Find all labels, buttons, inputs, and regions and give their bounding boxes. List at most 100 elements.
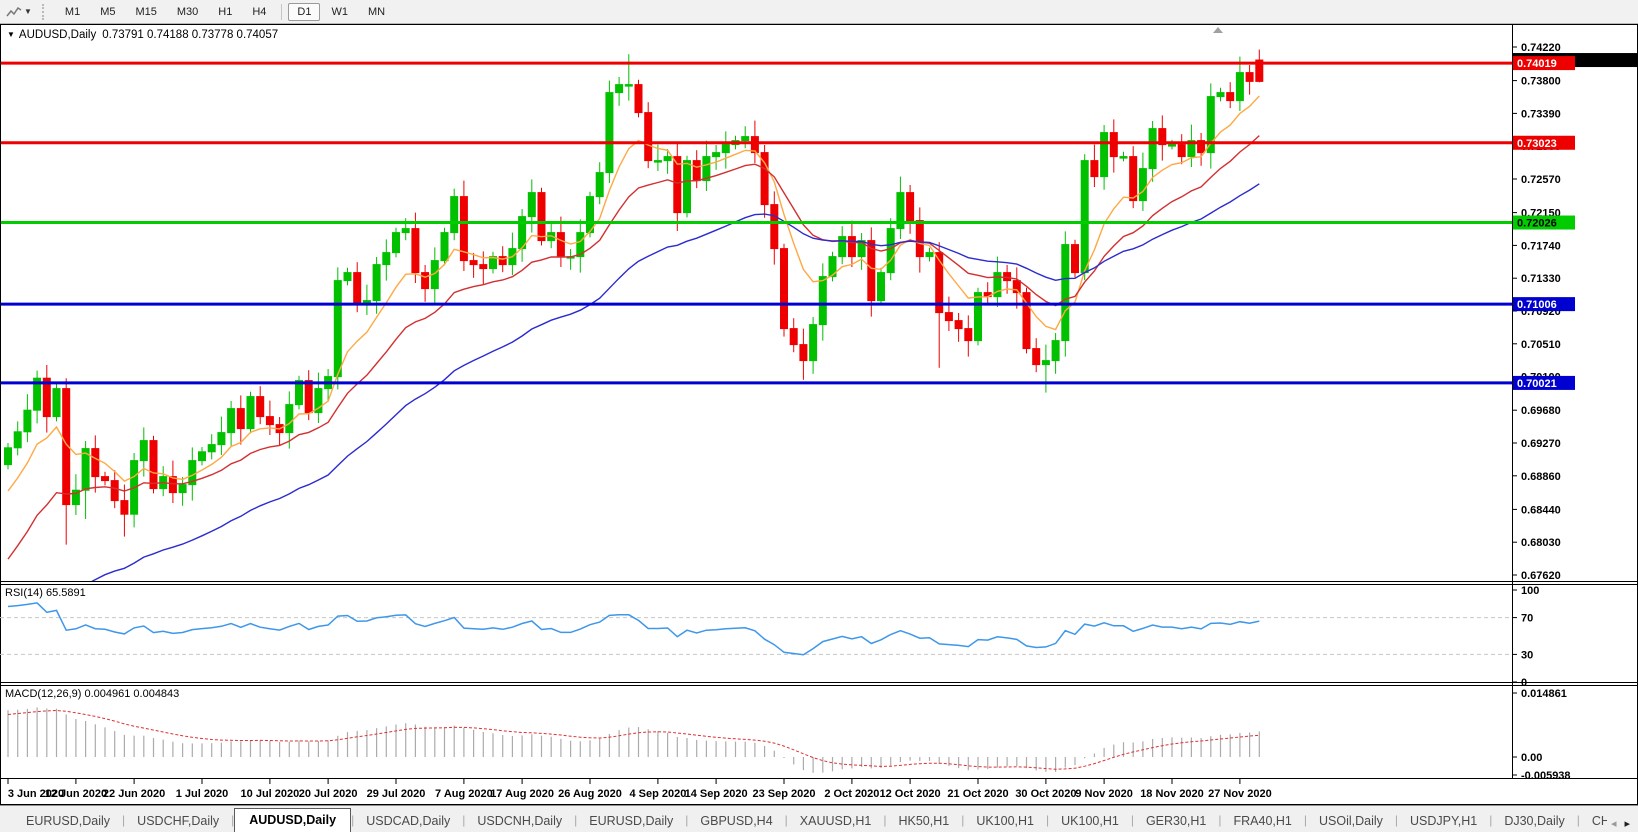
chart-menu-icon[interactable]: ▼	[7, 30, 15, 39]
candle-body	[1080, 160, 1089, 274]
candle-body	[1129, 156, 1138, 202]
tab-separator: |	[462, 812, 466, 827]
tab-separator: |	[231, 812, 235, 827]
price-tick-label: 0.73800	[1521, 76, 1561, 88]
tab-USDJPY-H1[interactable]: USDJPY,H1	[1410, 814, 1478, 828]
timeframe-button-M15[interactable]: M15	[126, 3, 165, 21]
tab-USDCHF-Daily[interactable]: USDCHF,Daily	[137, 814, 220, 828]
candle-body	[944, 312, 953, 322]
tab-XAUUSD-H1[interactable]: XAUUSD,H1	[799, 814, 872, 828]
timeframe-button-H1[interactable]: H1	[209, 3, 241, 21]
candle-body	[741, 136, 750, 142]
top-toolbar: ▼ M1 M5 M15 M30 H1 H4 D1 W1 MN	[0, 0, 1638, 24]
date-tick-label: 1 Jul 2020	[176, 788, 229, 800]
candle-body	[789, 328, 798, 346]
candle-body	[886, 228, 895, 274]
candle-body	[692, 160, 701, 182]
candle-body	[760, 152, 769, 206]
date-tick-label: 7 Aug 2020	[435, 788, 493, 800]
chart-shift-marker[interactable]	[1213, 27, 1223, 33]
macd-pane: 0.014861 0.00 -0.005938	[7, 688, 1571, 782]
candle-body	[1245, 72, 1254, 82]
tab-GER30-H1[interactable]: GER30,H1	[1145, 814, 1207, 828]
rsi-tick-label: 70	[1521, 613, 1533, 625]
timeframe-button-W1[interactable]: W1	[322, 3, 357, 21]
candle-body	[1168, 144, 1176, 147]
timeframe-toolbar: M1 M5 M15 M30 H1 H4 D1 W1 MN	[55, 0, 395, 23]
price-tick-label: 0.68440	[1521, 504, 1561, 516]
candle-body	[489, 256, 497, 270]
candle-body	[867, 240, 876, 302]
tab-USDCAD-Daily[interactable]: USDCAD,Daily	[366, 814, 451, 828]
hline-badge-label: 0.71006	[1517, 299, 1557, 311]
candle-body	[1148, 128, 1157, 170]
timeframe-button-M1[interactable]: M1	[56, 3, 89, 21]
chevron-down-icon[interactable]: ▼	[24, 6, 32, 16]
candle-body	[935, 252, 944, 314]
date-tick-label: 21 Oct 2020	[947, 788, 1008, 800]
tabs-scroll-left-icon[interactable]: ◂	[1610, 818, 1617, 830]
candle-body	[13, 431, 22, 449]
candle-body	[91, 448, 100, 478]
timeframe-button-M30[interactable]: M30	[168, 3, 207, 21]
tab-GBPUSD-H4[interactable]: GBPUSD,H4	[700, 814, 773, 828]
timeframe-button-MN[interactable]: MN	[359, 3, 394, 21]
candle-body	[799, 344, 808, 362]
macd-label: MACD(12,26,9) 0.004961 0.004843	[5, 688, 180, 700]
chart-tabs-bar: EURUSD,Daily | USDCHF,Daily | AUDUSD,Daily | U…	[0, 805, 1638, 832]
tab-DJ30-Daily[interactable]: DJ30,Daily	[1504, 814, 1565, 828]
tab-UK100-H1[interactable]: UK100,H1	[976, 814, 1034, 828]
tab-separator: |	[883, 812, 887, 827]
candle-body	[1051, 340, 1060, 362]
candle-body	[1206, 96, 1215, 154]
tab-USDCNH-Daily[interactable]: USDCNH,Daily	[477, 814, 563, 828]
candle-body	[1071, 244, 1079, 274]
candle-body	[450, 196, 459, 234]
price-tick-label: 0.71740	[1521, 240, 1561, 252]
date-tick-label: 14 Sep 2020	[685, 788, 748, 800]
date-tick-label: 12 Oct 2020	[880, 788, 941, 800]
candle-body	[663, 156, 672, 162]
candle-body	[1109, 132, 1118, 158]
candle-body	[1119, 156, 1128, 159]
fast-ma-line	[7, 95, 1260, 492]
tabs-scroll-right-icon[interactable]: ▸	[1624, 818, 1630, 830]
chart-canvas[interactable]: 0.742200.738000.733900.729800.725700.721…	[0, 24, 1638, 805]
tab-EURUSD-Daily[interactable]: EURUSD,Daily	[589, 814, 674, 828]
candle-body	[1012, 280, 1021, 294]
tab-HK50-H1[interactable]: HK50,H1	[898, 814, 950, 828]
chart-title: ▼ AUDUSD,Daily 0.73791 0.74188 0.73778 0.7…	[7, 29, 278, 41]
candle-body	[217, 432, 226, 446]
price-tick-label: 0.68030	[1521, 537, 1561, 549]
candle-body	[101, 476, 109, 482]
candle-body	[353, 272, 362, 306]
price-tick-label: 0.71330	[1521, 273, 1561, 285]
tab-FRA40-H1[interactable]: FRA40,H1	[1233, 814, 1292, 828]
slow-ma-line	[91, 183, 1260, 581]
candle-body	[440, 232, 449, 262]
candle-body	[285, 404, 294, 434]
candle-body	[469, 260, 478, 266]
candle-body	[556, 232, 565, 258]
candle-body	[62, 388, 71, 506]
candle-body	[295, 380, 303, 406]
timeframe-button-D1[interactable]: D1	[288, 2, 321, 21]
candle-body	[818, 276, 827, 326]
chart-tool-button[interactable]: ▼	[0, 0, 38, 23]
tab-UK100-H1[interactable]: UK100,H1	[1061, 814, 1119, 828]
candle-body	[1226, 92, 1235, 102]
candle-body	[1158, 128, 1167, 146]
chart-background[interactable]	[0, 24, 1638, 805]
tab-AUDUSD-Daily[interactable]: AUDUSD,Daily	[234, 808, 352, 832]
candle-body	[1032, 348, 1041, 366]
tab-CHINA300-H1[interactable]: CHINA300,H1	[1591, 814, 1607, 828]
date-tick-label: 10 Jul 2020	[241, 788, 300, 800]
candle-body	[304, 380, 313, 414]
tab-USOil-Daily[interactable]: USOil,Daily	[1319, 814, 1383, 828]
toolbar-grip[interactable]	[41, 3, 51, 20]
candle-body	[954, 320, 963, 330]
hline-badge-0.71006	[1513, 297, 1575, 312]
timeframe-button-M5[interactable]: M5	[91, 3, 124, 21]
timeframe-button-H4[interactable]: H4	[243, 3, 275, 21]
tab-EURUSD-Daily[interactable]: EURUSD,Daily	[26, 814, 111, 828]
